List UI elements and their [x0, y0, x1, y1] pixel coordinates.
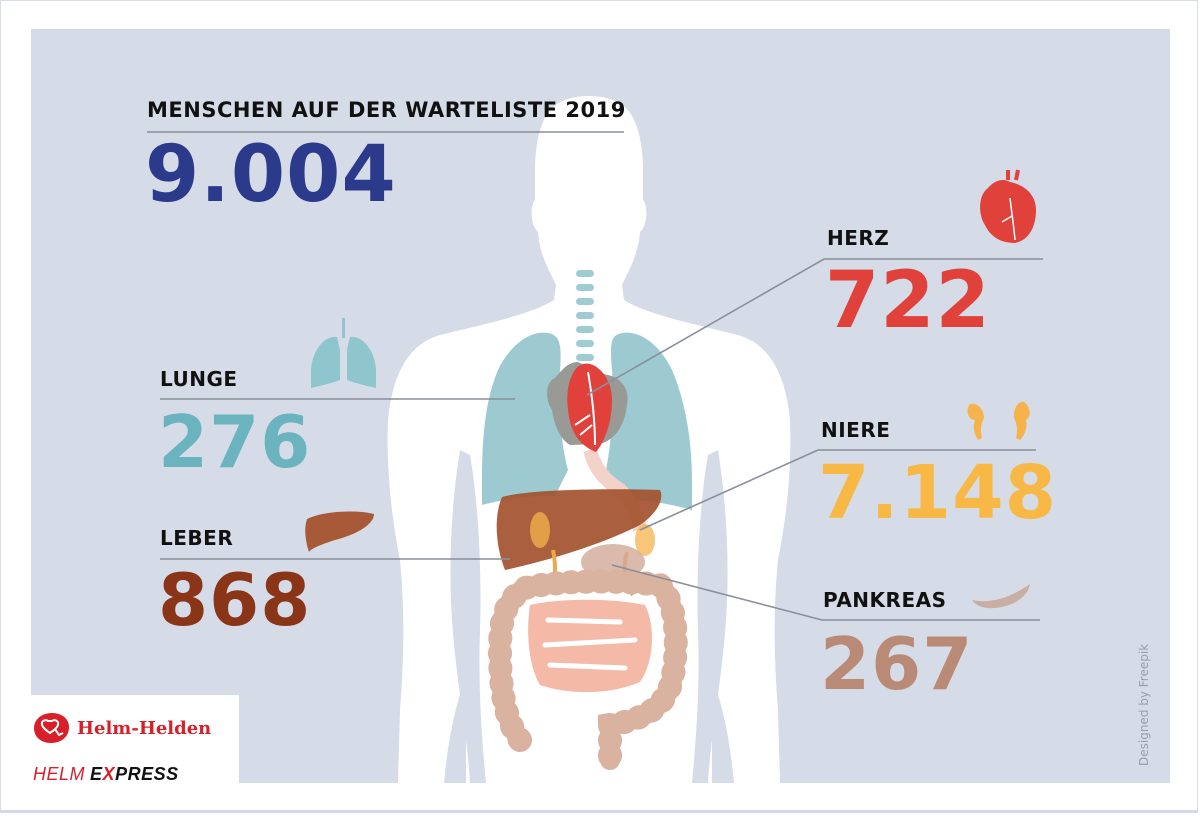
waitlist-total: 9.004 — [145, 130, 397, 220]
lungs-icon — [311, 318, 376, 388]
leader-lines — [147, 131, 1043, 621]
small-intestine — [528, 599, 652, 693]
liver-organ — [496, 489, 662, 570]
pankreas-label: PANKREAS — [823, 588, 947, 612]
leber-value: 868 — [158, 558, 312, 642]
pancreas-icon — [972, 584, 1030, 609]
herz-label: HERZ — [827, 226, 890, 250]
helm-express-logo: HELM EXPRESS — [33, 764, 179, 784]
heart-hand-icon — [34, 713, 69, 743]
liver-icon — [305, 511, 374, 552]
helm-helden-text: Helm-Helden — [77, 717, 212, 739]
freepik-credit: Designed by Freepik — [1137, 643, 1151, 766]
arm-gaps — [450, 450, 728, 783]
trachea — [576, 270, 594, 361]
niere-label: NIERE — [821, 418, 891, 442]
helm-helden-logo: Helm-Helden — [33, 711, 211, 745]
heart-icon — [980, 169, 1036, 243]
herz-value: 722 — [825, 256, 991, 346]
lunge-value: 276 — [158, 400, 312, 484]
leber-label: LEBER — [160, 526, 234, 550]
pankreas-value: 267 — [820, 622, 974, 706]
lunge-label: LUNGE — [160, 367, 238, 391]
logo-area — [31, 695, 239, 783]
kidneys-organ — [530, 512, 655, 556]
niere-value: 7.148 — [818, 450, 1058, 536]
waitlist-title: MENSCHEN AUF DER WARTELISTE 2019 — [147, 98, 626, 122]
lungs — [482, 332, 692, 510]
kidneys-icon — [967, 401, 1030, 440]
